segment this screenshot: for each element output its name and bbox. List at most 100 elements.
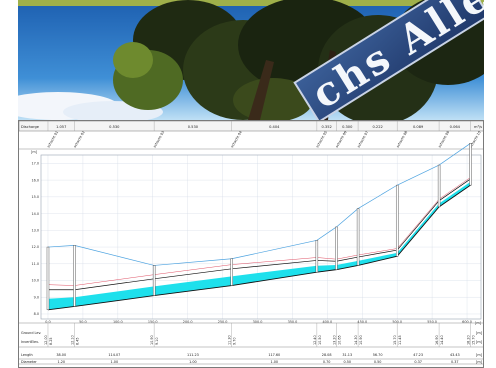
length-cell: 114.07 xyxy=(108,353,120,357)
pipe-invert-line xyxy=(47,184,471,311)
manhole-shaft xyxy=(152,265,156,296)
ground-level-line xyxy=(47,142,471,266)
manhole-shaft xyxy=(469,143,472,186)
ground-level-cell: 15.70 xyxy=(393,335,397,345)
x-tick-label: 0.0 xyxy=(45,320,50,324)
invert-level-cell: 8.25 xyxy=(49,337,53,345)
unit-ground: [m] xyxy=(476,331,483,335)
diameter-cell: 0.37 xyxy=(451,360,459,364)
x-tick-label: 450.0 xyxy=(357,320,367,324)
y-tick-label: 9.0 xyxy=(34,295,39,299)
x-tick-label: 350.0 xyxy=(288,320,298,324)
profile-plot: 17.0 16.0 15.0 14.0 13.0 12.0 11.0 10.0 9.0 8.0 0.… xyxy=(31,142,482,324)
node-label: schacht 06 xyxy=(335,130,348,148)
node-label: schacht 07 xyxy=(356,130,369,148)
length-cell: 56.70 xyxy=(373,353,383,357)
y-tick-label: 8.0 xyxy=(34,312,39,316)
energy-line xyxy=(47,177,471,286)
diameter-cell: 0.50 xyxy=(343,360,351,364)
data-table: Ground Lev. InvertElev. Length Diameter … xyxy=(19,322,483,365)
length-cell: 31.13 xyxy=(342,353,352,357)
row-label-ground: Ground Lev. xyxy=(21,331,41,335)
ground-level-cell: 16.90 xyxy=(435,335,439,345)
invert-level-cell: 10.90 xyxy=(359,335,363,345)
top-foliage-strip xyxy=(18,0,484,6)
ground-level-cell: 12.00 xyxy=(44,335,48,345)
y-tick-label: 13.0 xyxy=(31,229,39,233)
invert-level-cell: 15.70 xyxy=(472,335,476,345)
node-label: schacht 01 xyxy=(46,130,59,148)
length-cell: 28.08 xyxy=(322,353,332,357)
manhole-shaft xyxy=(395,184,399,257)
manhole-shaft xyxy=(230,258,233,286)
discharge-unit: m³/s xyxy=(474,125,482,129)
unit-diameter: [m] xyxy=(476,360,483,364)
unit-invert: [m] xyxy=(476,340,483,344)
length-cell: 38.00 xyxy=(56,353,66,357)
length-cell: 117.60 xyxy=(268,353,280,357)
pipe-crown-line xyxy=(47,178,471,291)
invert-level-cell: 8.45 xyxy=(76,337,80,345)
diameter-cell: 1.20 xyxy=(57,360,65,364)
x-tick-label: 550.0 xyxy=(427,320,437,324)
manhole-shaft xyxy=(356,208,360,266)
discharge-value: 0.530 xyxy=(188,125,199,129)
length-cell: 43.43 xyxy=(450,353,460,357)
diameter-cell: 0.50 xyxy=(374,360,382,364)
x-tick-label: 50.0 xyxy=(79,320,87,324)
diameter-cell: 1.00 xyxy=(270,360,278,364)
node-label: schacht 02 xyxy=(73,130,86,148)
invert-level-cell: 10.50 xyxy=(318,335,322,345)
x-tick-label: 100.0 xyxy=(113,320,123,324)
discharge-value: 0.404 xyxy=(269,125,280,129)
water-flow-area xyxy=(47,181,471,310)
discharge-value: 0.089 xyxy=(413,125,424,129)
discharge-value: 0.222 xyxy=(372,125,382,129)
node-label: schacht 03 xyxy=(153,130,166,148)
header-photo: chs Alle xyxy=(18,0,484,120)
ground-level-cell: 12.40 xyxy=(313,335,317,345)
node-label: schacht 05 xyxy=(315,130,328,148)
ground-level-cell: 14.30 xyxy=(354,335,358,345)
discharge-row: Discharge m³/s 1.057 0.530 0.530 0.404 0.352… xyxy=(19,121,483,132)
x-tick-label: 500.0 xyxy=(392,320,402,324)
unit-length: [m] xyxy=(476,353,483,357)
discharge-value: 1.057 xyxy=(56,125,66,129)
node-label: schacht 08 xyxy=(396,130,409,148)
y-tick-label: 12.0 xyxy=(31,245,39,249)
diameter-cell: 0.37 xyxy=(414,360,422,364)
invert-level-cell: 14.40 xyxy=(440,335,444,345)
length-cell: 111.23 xyxy=(187,353,199,357)
longitudinal-profile-sheet: Discharge m³/s 1.057 0.530 0.530 0.404 0.352… xyxy=(18,120,484,368)
length-cell: 47.23 xyxy=(413,353,423,357)
manhole-shaft xyxy=(46,246,50,310)
manhole-shaft xyxy=(335,226,338,270)
plot-frame xyxy=(40,154,482,320)
ground-level-cell: 11.30 xyxy=(228,335,232,345)
invert-level-cell: 9.70 xyxy=(233,337,237,345)
discharge-value: 0.064 xyxy=(450,125,461,129)
x-tick-label: 250.0 xyxy=(218,320,228,324)
invert-level-cell: 11.45 xyxy=(398,335,402,345)
x-tick-label: 600.0 xyxy=(462,320,472,324)
x-tick-label: 150.0 xyxy=(148,320,158,324)
x-tick-label: 300.0 xyxy=(253,320,263,324)
y-tick-label: 10.0 xyxy=(31,279,39,283)
manhole-shaft xyxy=(73,245,76,307)
profile-drawing: Discharge m³/s 1.057 0.530 0.530 0.404 0.352… xyxy=(19,121,483,365)
discharge-value: 0.530 xyxy=(109,125,120,129)
ground-level-cell: 12.10 xyxy=(71,335,75,345)
discharge-label: Discharge xyxy=(21,125,40,129)
ground-level-cell: 13.20 xyxy=(332,335,336,345)
row-label-invert: InvertElev. xyxy=(21,340,39,344)
manhole-shaft xyxy=(315,240,319,273)
diameter-cell: 0.70 xyxy=(323,360,331,364)
y-tick-label: 11.0 xyxy=(31,262,39,266)
diameter-cell: 1.00 xyxy=(111,360,119,364)
discharge-value: 0.352 xyxy=(322,125,332,129)
node-label: schacht 04 xyxy=(230,130,243,148)
diameter-cell: 1.00 xyxy=(189,360,197,364)
manhole-shaft xyxy=(437,164,441,208)
y-unit-label: [m] xyxy=(31,150,38,154)
street-photo-image: chs Alle xyxy=(18,0,484,120)
